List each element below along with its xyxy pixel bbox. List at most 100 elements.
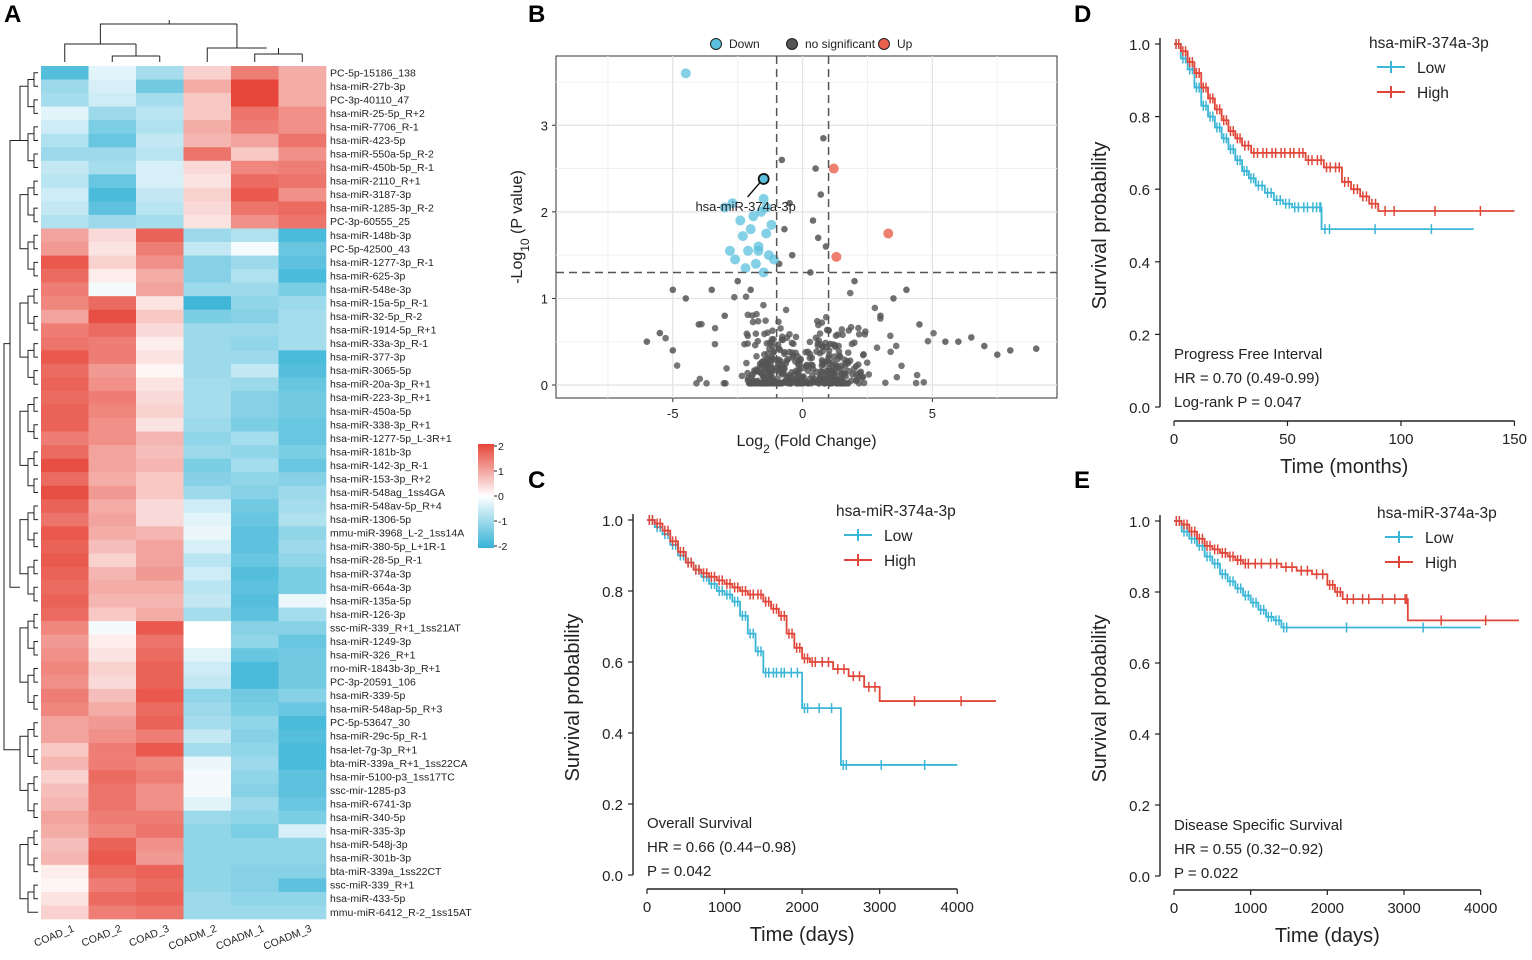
heatmap-cell: [278, 499, 327, 514]
heatmap-cell: [183, 553, 232, 568]
heatmap-cell: [41, 702, 89, 717]
dendrogram-branch: [27, 295, 34, 324]
ns-point: [695, 321, 703, 328]
heatmap-cell: [183, 296, 232, 311]
heatmap-cell: [231, 661, 279, 676]
x-tick-label: 5: [929, 406, 936, 421]
heatmap-cell: [88, 242, 137, 256]
heatmap-cell: [278, 269, 327, 283]
heatmap-cell: [88, 594, 137, 608]
ns-point: [777, 325, 784, 332]
dendrogram-branch: [33, 126, 38, 141]
heatmap-cell: [136, 891, 184, 906]
heatmap-cell: [41, 174, 89, 189]
down-point: [766, 219, 777, 230]
ns-point: [865, 371, 873, 378]
heatmap-cell: [136, 431, 184, 446]
heatmap-cell: [278, 878, 327, 893]
heatmap-cell: [136, 580, 184, 595]
dendrogram-branch: [19, 302, 28, 358]
heatmap-cell: [183, 445, 232, 459]
dendrogram-branch: [27, 891, 34, 913]
legend-marker: [878, 38, 890, 50]
heatmap-cell: [41, 594, 89, 608]
x-tick-label: 3000: [863, 899, 896, 916]
heatmap-cell: [183, 878, 232, 893]
legend-label: Up: [897, 37, 913, 51]
heatmap-cell: [231, 160, 279, 175]
heatmap-cell: [41, 255, 89, 270]
heatmap-cell: [278, 445, 327, 459]
dendrogram-branch: [19, 735, 28, 791]
heatmap-column-label: COADM_1: [214, 923, 266, 953]
heatmap-cell: [41, 431, 89, 446]
heatmap-cell: [136, 715, 184, 730]
ns-point: [781, 225, 788, 233]
heatmap-row-label: PC-5p-53647_30: [330, 717, 410, 729]
ns-point: [778, 156, 786, 164]
heatmap-row-label: hsa-miR-126-3p: [330, 609, 405, 621]
heatmap-cell: [41, 824, 89, 839]
heatmap-cell: [88, 810, 137, 825]
heatmap-cell: [136, 688, 184, 703]
heatmap-cell: [88, 79, 137, 94]
ns-point: [838, 377, 846, 384]
heatmap-cell: [183, 851, 232, 866]
ns-point: [777, 379, 785, 387]
heatmap-cell: [183, 580, 232, 595]
heatmap-cell: [231, 526, 279, 541]
ns-point: [734, 277, 742, 285]
heatmap-row-label: hsa-miR-338-3p_R+1: [330, 419, 431, 431]
heatmap-row-label: hsa-miR-1277-5p_L-3R+1: [330, 433, 452, 445]
y-tick-label: 0.2: [1129, 327, 1150, 344]
heatmap-row-label: hsa-miR-7706_R-1: [330, 121, 419, 133]
heatmap-cell: [41, 661, 89, 676]
ns-point: [781, 350, 788, 358]
heatmap-cell: [136, 404, 184, 419]
heatmap-cell: [231, 891, 279, 906]
ns-point: [669, 286, 677, 294]
ns-point: [741, 340, 748, 348]
p-value-label: P = 0.042: [647, 863, 711, 880]
heatmap-cell: [183, 607, 232, 622]
annotation-label: hsa-miR-374a-3p: [695, 199, 795, 214]
heatmap-cell: [231, 837, 279, 852]
dendrogram-branch: [33, 668, 38, 683]
y-tick-label: 0.4: [602, 726, 623, 743]
heatmap-cell: [41, 580, 89, 595]
dendrogram-branch: [33, 315, 38, 331]
ns-point: [887, 332, 894, 340]
heatmap-cell: [183, 526, 232, 541]
heatmap-cell: [183, 472, 232, 487]
heatmap-row-label: hsa-miR-548ag_1ss4GA: [330, 487, 445, 499]
heatmap-cell: [136, 526, 184, 541]
heatmap-cell: [136, 377, 184, 392]
color-scale-tick-label: -1: [498, 516, 507, 528]
heatmap-cell: [88, 715, 137, 730]
ns-point: [841, 369, 848, 376]
heatmap-cell: [88, 418, 137, 432]
dendrogram-branch: [27, 728, 34, 758]
ns-point: [816, 330, 824, 337]
heatmap-cell: [231, 242, 279, 256]
heatmap-cell: [88, 431, 137, 446]
heatmap-cell: [183, 783, 232, 798]
heatmap-cell: [278, 309, 327, 324]
ns-point: [790, 376, 797, 384]
heatmap-cell: [183, 743, 232, 757]
heatmap-cell: [136, 864, 184, 879]
survival-type-label: Overall Survival: [647, 815, 752, 832]
heatmap-cell: [136, 783, 184, 798]
color-scale-tick-label: 2: [498, 441, 504, 453]
ns-point: [711, 324, 719, 332]
heatmap-cell: [278, 756, 327, 771]
x-axis-title-subscript: 2: [763, 442, 770, 456]
heatmap-cell: [183, 702, 232, 717]
ns-point: [808, 372, 816, 379]
dendrogram-branch: [33, 749, 38, 764]
heatmap-cell: [136, 282, 184, 297]
heatmap-cell: [278, 634, 327, 649]
heatmap-cell: [231, 688, 279, 703]
heatmap-cell: [88, 174, 137, 189]
heatmap-cell: [136, 648, 184, 663]
